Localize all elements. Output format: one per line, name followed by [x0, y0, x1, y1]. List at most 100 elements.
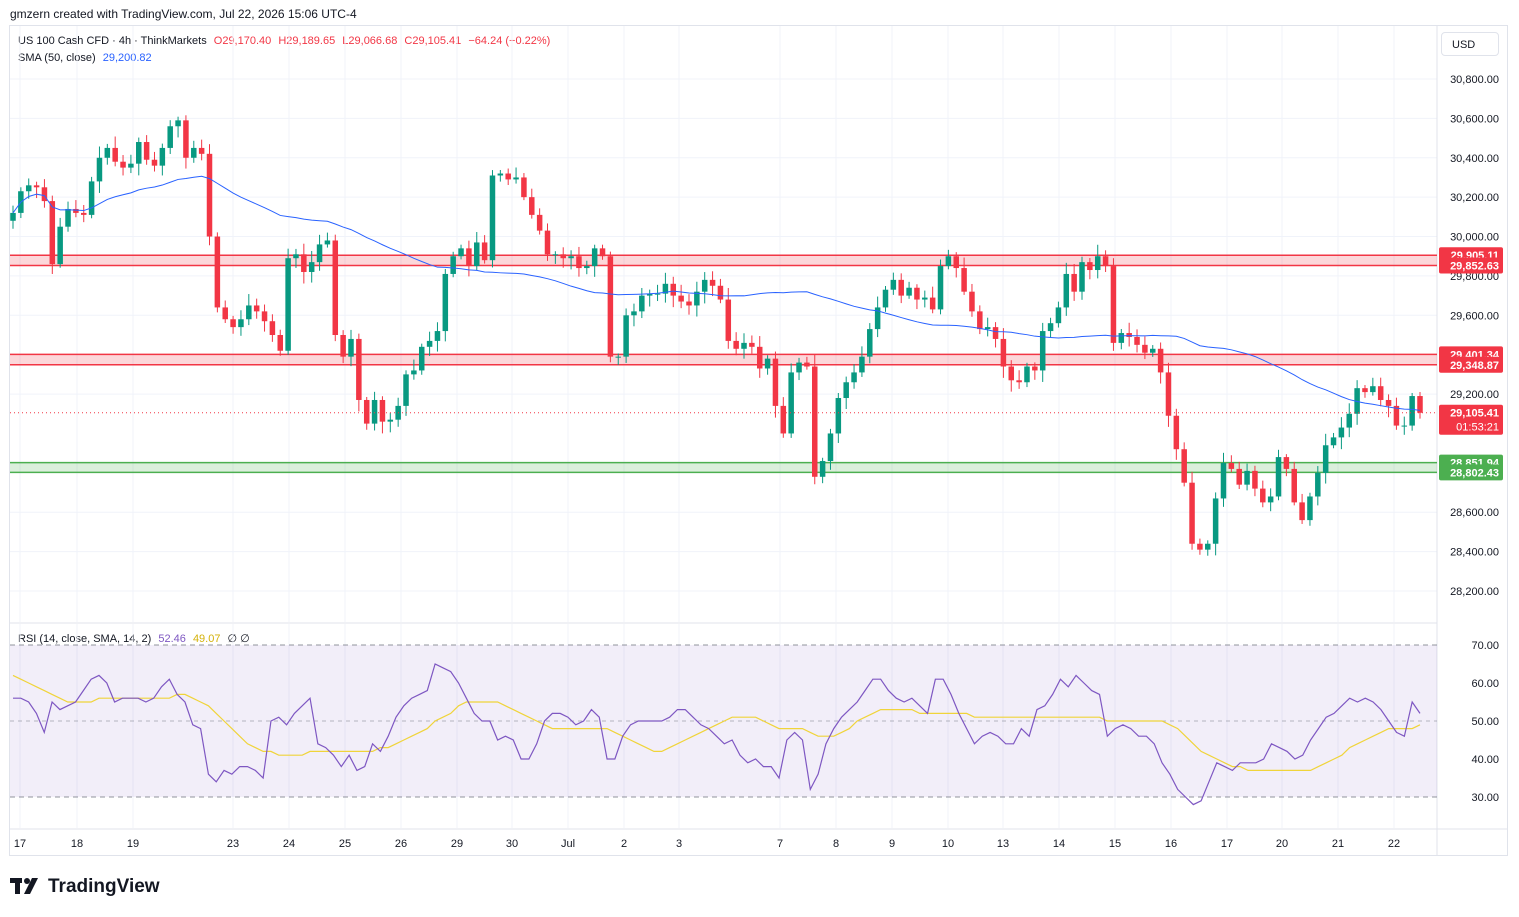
- candle: [1370, 386, 1376, 393]
- tradingview-logo-text: TradingView: [48, 876, 160, 897]
- candle: [379, 399, 386, 422]
- candle: [1094, 256, 1101, 271]
- candle: [1377, 386, 1384, 400]
- time-axis-label: 19: [127, 838, 139, 850]
- candle: [269, 321, 276, 335]
- price-axis-label: 30,200.00: [1450, 192, 1499, 204]
- rsi-value: 52.46: [158, 633, 186, 645]
- candle: [206, 153, 213, 237]
- price-axis-label: 28,400.00: [1450, 547, 1499, 559]
- candle: [474, 242, 480, 267]
- candle: [41, 187, 48, 202]
- rsi-sma-line: [12, 674, 1421, 772]
- tradingview-logo[interactable]: TradingView: [10, 876, 160, 898]
- tradingview-logo-icon: [10, 878, 38, 894]
- last-price-label: 29,105.41: [1450, 408, 1499, 420]
- candle: [694, 291, 700, 306]
- candle: [717, 285, 724, 300]
- sma-label[interactable]: SMA (50, close): [18, 52, 96, 64]
- candle: [65, 208, 71, 227]
- candle: [1032, 366, 1038, 371]
- price-axis-label: 30,000.00: [1450, 232, 1499, 244]
- candle: [929, 297, 936, 310]
- candle: [701, 279, 708, 292]
- candle: [827, 433, 834, 462]
- rsi-sma-value: 49.07: [192, 633, 221, 645]
- candle: [984, 327, 991, 330]
- candle: [678, 295, 684, 302]
- candle: [403, 374, 409, 406]
- candle: [1220, 463, 1227, 499]
- candle: [497, 173, 504, 176]
- time-axis-label: 2: [621, 838, 627, 850]
- time-axis-label: 30: [506, 838, 518, 850]
- candle: [1087, 262, 1093, 271]
- candle: [513, 177, 519, 180]
- candle: [584, 266, 590, 269]
- candle: [88, 181, 95, 215]
- price-axis-label: 28,200.00: [1450, 586, 1499, 598]
- symbol-label[interactable]: US 100 Cash CFD · 4h · ThinkMarkets: [18, 35, 207, 47]
- candle: [992, 327, 999, 339]
- zone-price-tag: [1439, 257, 1503, 274]
- candle: [136, 142, 142, 164]
- countdown-label: 01:53:21: [1456, 422, 1499, 434]
- time-axis-label: 23: [227, 838, 239, 850]
- candle: [418, 346, 425, 371]
- sma-value: 29,200.82: [102, 52, 152, 64]
- time-axis-label: 15: [1109, 838, 1121, 850]
- candle: [371, 399, 378, 424]
- price-axis-label: 29,600.00: [1450, 310, 1499, 322]
- candle: [890, 279, 897, 290]
- candle: [639, 295, 645, 312]
- candle: [521, 177, 527, 198]
- rsi-label[interactable]: RSI (14, close, SMA, 14, 2): [18, 633, 152, 645]
- candle: [238, 319, 244, 328]
- candle: [1142, 344, 1148, 353]
- candle: [356, 338, 362, 400]
- candle: [112, 147, 118, 162]
- candle: [1330, 437, 1337, 446]
- time-axis-label: 13: [997, 838, 1009, 850]
- change-value: −64.24 (−0.22%): [468, 35, 551, 47]
- candle: [670, 283, 677, 296]
- candle: [253, 305, 260, 312]
- candle: [937, 266, 944, 310]
- candle: [104, 147, 111, 158]
- candles: [10, 115, 1423, 556]
- currency-button[interactable]: USD: [1441, 32, 1499, 56]
- candle: [151, 159, 158, 166]
- candle: [1409, 396, 1415, 426]
- candle: [1055, 307, 1062, 324]
- candle: [1110, 266, 1117, 343]
- candle: [1047, 323, 1054, 332]
- candle: [1071, 273, 1077, 292]
- candle: [1346, 413, 1353, 428]
- candle: [285, 258, 291, 351]
- candle: [654, 293, 661, 295]
- time-axis-label: 20: [1276, 838, 1288, 850]
- candle: [324, 240, 331, 245]
- candle: [953, 256, 959, 269]
- candle: [332, 240, 339, 335]
- candle: [662, 283, 669, 294]
- candle: [1165, 372, 1172, 416]
- candle: [73, 208, 79, 213]
- candle: [1197, 543, 1203, 550]
- time-axis-label: 22: [1388, 838, 1400, 850]
- candle: [725, 299, 732, 341]
- candle: [434, 331, 441, 341]
- price-axis-label: 30,800.00: [1450, 74, 1499, 86]
- candle: [293, 254, 299, 259]
- candle: [1024, 366, 1030, 383]
- zone-fill: [10, 255, 1437, 266]
- main-legend: US 100 Cash CFD · 4h · ThinkMarkets O29,…: [18, 35, 554, 47]
- sma-legend: SMA (50, close) 29,200.82: [18, 52, 156, 64]
- candle: [961, 268, 967, 292]
- candle: [529, 197, 535, 215]
- price-axis-label: 30,600.00: [1450, 113, 1499, 125]
- last-price-tag: [1439, 404, 1503, 435]
- candle: [772, 358, 779, 406]
- candle: [615, 356, 621, 358]
